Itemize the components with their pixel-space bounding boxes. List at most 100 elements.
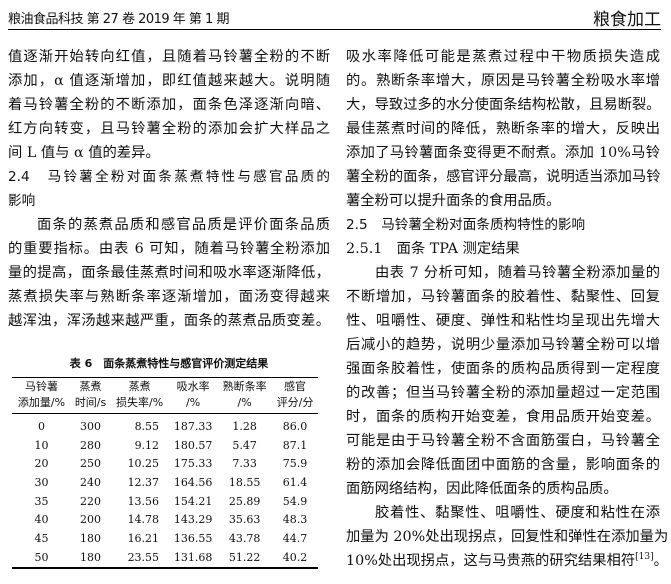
table-row: 0 300 8.55 187.33 1.28 86.0 bbox=[12, 414, 318, 436]
journal-header: 粮油食品科技 第 27 卷 2019 年 第 1 期 bbox=[8, 12, 229, 27]
table-cell: 18.55 bbox=[228, 475, 261, 489]
table-cell: 143.29 bbox=[173, 513, 213, 527]
table-cell: 16.21 bbox=[127, 531, 160, 545]
right-column: 吸水率降低可能是蒸煮过程中干物质损失造成的。熟断条率增大，原因是马铃薯全粉吸水率… bbox=[346, 45, 668, 573]
column-header: 熟断条率 /% bbox=[217, 377, 273, 414]
column-header-line: 熟断条率 bbox=[222, 380, 267, 393]
text-line: 由表 7 分析可知，随着马铃薯全粉添加量的 bbox=[346, 261, 660, 285]
line-text: 10%处出现拐点，这与马贵燕的研究结果相符 bbox=[346, 553, 636, 569]
table-cell: 175.33 bbox=[173, 457, 213, 471]
line-text: 红方向转变，且马铃薯全粉的添加会扩大样品之 bbox=[8, 121, 330, 137]
table-cell: 200 bbox=[80, 513, 102, 527]
table-cell: 75.9 bbox=[282, 457, 308, 471]
text-line: 的。熟断条率增大，原因是马铃薯全粉吸水率增 bbox=[346, 69, 660, 93]
line-text: 面条的蒸煮品质和感官品质是评价面条品质 bbox=[37, 217, 330, 233]
line-text: 大，导致过多的水分使面条结构松散，且易断裂。 bbox=[346, 97, 661, 113]
table-header-row: 马铃薯 添加量/% 蒸煮 时间/s 蒸煮 损失率/% 吸水率/% 熟断条率/% 感官 评分/分 bbox=[12, 377, 318, 414]
text-line: 着马铃薯全粉的不断添加，面条色泽逐渐向暗、 bbox=[8, 93, 330, 117]
line-text: 由表 7 分析可知，随着马铃薯全粉添加量的 bbox=[375, 265, 660, 281]
text-line: 间 L 值与 α 值的差异。 bbox=[8, 141, 330, 165]
table-cell: 13.56 bbox=[127, 494, 160, 508]
line-text: 间 L 值与 α 值的差异。 bbox=[8, 145, 160, 161]
table-cell: 86.0 bbox=[282, 419, 308, 433]
column-header-line: 时间/s bbox=[74, 396, 107, 409]
table-cell: 300 bbox=[80, 419, 102, 433]
table-cell: 54.9 bbox=[282, 494, 308, 508]
text-line: 面条的蒸煮品质和感官品质是评价面条品质 bbox=[8, 213, 330, 237]
line-text: 可能是由于马铃薯全粉不含面筋蛋白，马铃薯全 bbox=[346, 433, 660, 449]
line-text: 最佳蒸煮时间的降低，熟断条率的增大，反映出 bbox=[346, 121, 660, 137]
line-text: 面筋网络结构，因此降低面条的质构品质。 bbox=[346, 481, 618, 497]
table-title: 表 6 面条蒸煮特性与感官评价测定结果 bbox=[69, 357, 269, 370]
table-body: 0 300 8.55 187.33 1.28 86.0 10 280 9.12 180.57 5.4… bbox=[12, 414, 318, 569]
table-cell: 187.33 bbox=[173, 419, 213, 433]
table-cell: 25.89 bbox=[228, 494, 261, 508]
line-text: 添加，α 值逐渐增加，即红值越来越大。说明随 bbox=[8, 73, 330, 89]
line-text: 蒸煮损失率与熟断条率逐渐增加，面汤变得越来 bbox=[8, 289, 330, 305]
text-line: 薯全粉的面条，感官评分最高，说明适当添加马铃 bbox=[346, 165, 661, 189]
table-cell: 12.37 bbox=[127, 475, 160, 489]
table-cell: 20 bbox=[34, 457, 49, 471]
line-text: 越浑浊，浑汤越来越严重，面条的蒸煮品质变差。 bbox=[8, 313, 330, 329]
table-cell: 1.28 bbox=[232, 419, 257, 433]
column-header: 蒸煮损失率/% bbox=[110, 377, 170, 414]
text-line: 粉的添加会降低面团中面筋的含量，影响面条的 bbox=[346, 453, 660, 477]
section-heading-line: 影响 bbox=[8, 189, 330, 213]
table-row: 45 180 16.21 136.55 43.78 44.7 bbox=[12, 529, 318, 548]
line-text: 时，面条的质构开始变差，食用品质开始变差。 bbox=[346, 409, 660, 425]
text-line: 添加了马铃薯面条变得更不耐煮。添加 10%马铃 bbox=[346, 141, 660, 165]
line-text: 性、咀嚼性、硬度、弹性和粘性均呈现出先增大 bbox=[346, 313, 660, 329]
table-cell: 35.63 bbox=[228, 513, 261, 527]
text-line: 吸水率降低可能是蒸煮过程中干物质损失造成 bbox=[346, 45, 660, 69]
line-text: 量的提高，面条最佳蒸煮时间和吸水率逐渐降低， bbox=[8, 265, 330, 281]
text-line: 10%处出现拐点，这与马贵燕的研究结果相符[13]。 bbox=[346, 549, 668, 573]
line-text: 添加了马铃薯面条变得更不耐煮。添加 10%马铃 bbox=[346, 145, 660, 161]
line-text: 不断增加，马铃薯面条的胶着性、黏聚性、回复 bbox=[346, 289, 660, 305]
table-cell: 180 bbox=[80, 531, 102, 545]
text-line: 面筋网络结构，因此降低面条的质构品质。 bbox=[346, 477, 660, 501]
table-cell: 240 bbox=[80, 475, 102, 489]
table-cell: 48.3 bbox=[282, 513, 308, 527]
column-header-line: 吸水率 bbox=[176, 380, 210, 393]
table-row: 10 280 9.12 180.57 5.47 87.1 bbox=[12, 436, 318, 455]
text-line: 最佳蒸煮时间的降低，熟断条率的增大，反映出 bbox=[346, 117, 660, 141]
line-text: 值逐渐开始转向红值，且随着马铃薯全粉的不断 bbox=[8, 49, 330, 65]
table-cell: 23.55 bbox=[110, 547, 170, 569]
table-cell: 35 bbox=[34, 494, 49, 508]
table-cell: 7.33 bbox=[232, 457, 257, 471]
line-text: 的重要指标。由表 6 可知，随着马铃薯全粉添加 bbox=[8, 241, 330, 257]
table-cell: 0 bbox=[37, 419, 45, 433]
column-header-line: 损失率/% bbox=[116, 396, 164, 409]
table-cell: 50 bbox=[12, 547, 71, 569]
text-line: 大，导致过多的水分使面条结构松散，且易断裂。 bbox=[346, 93, 661, 117]
table-cell: 164.56 bbox=[173, 475, 213, 489]
line-text: 2.4 马铃薯全粉对面条蒸煮特性与感官品质的 bbox=[8, 169, 330, 185]
column-header: 感官 评分/分 bbox=[272, 377, 318, 414]
table-cell: 40 bbox=[34, 513, 49, 527]
text-line: 添加，α 值逐渐增加，即红值越来越大。说明随 bbox=[8, 69, 330, 93]
table-row: 30 240 12.37 164.56 18.55 61.4 bbox=[12, 473, 318, 492]
table-cell: 51.22 bbox=[217, 547, 273, 569]
text-line: 薯全粉可以提升面条的食用品质。 bbox=[346, 189, 660, 213]
line-text: 胶着性、黏聚性、咀嚼性、硬度和粘性在添 bbox=[375, 505, 660, 521]
header-rule bbox=[8, 29, 661, 30]
line-text: 后减小的趋势，说明少量添加马铃薯全粉可以增 bbox=[346, 337, 660, 353]
table-cell: 136.55 bbox=[173, 531, 213, 545]
column-header-line: 感官 bbox=[284, 380, 307, 393]
text-line: 蒸煮损失率与熟断条率逐渐增加，面汤变得越来 bbox=[8, 285, 330, 309]
line-text: 薯全粉的面条，感官评分最高，说明适当添加马铃 bbox=[346, 169, 661, 185]
column-header-line: 蒸煮 bbox=[128, 380, 151, 393]
column-header-line: /% bbox=[237, 396, 252, 409]
column-header-line: 添加量/% bbox=[17, 396, 66, 409]
left-column: 值逐渐开始转向红值，且随着马铃薯全粉的不断 添加，α 值逐渐增加，即红值越来越大。… bbox=[8, 45, 330, 333]
section-title: 粮食加工 bbox=[593, 10, 661, 30]
citation-reference: [13] bbox=[635, 552, 654, 563]
line-text: 吸水率降低可能是蒸煮过程中干物质损失造成 bbox=[346, 49, 660, 65]
table-cell: 180.57 bbox=[173, 438, 213, 452]
line-text: 加量为 20%处出现拐点，回复性和弹性在添加量为 bbox=[346, 529, 669, 545]
line-text: 影响 bbox=[8, 193, 36, 209]
table-cell: 10.25 bbox=[127, 457, 160, 471]
line-tail: 。 bbox=[653, 553, 668, 569]
text-line: 后减小的趋势，说明少量添加马铃薯全粉可以增 bbox=[346, 333, 660, 357]
table-cell: 5.47 bbox=[232, 438, 257, 452]
